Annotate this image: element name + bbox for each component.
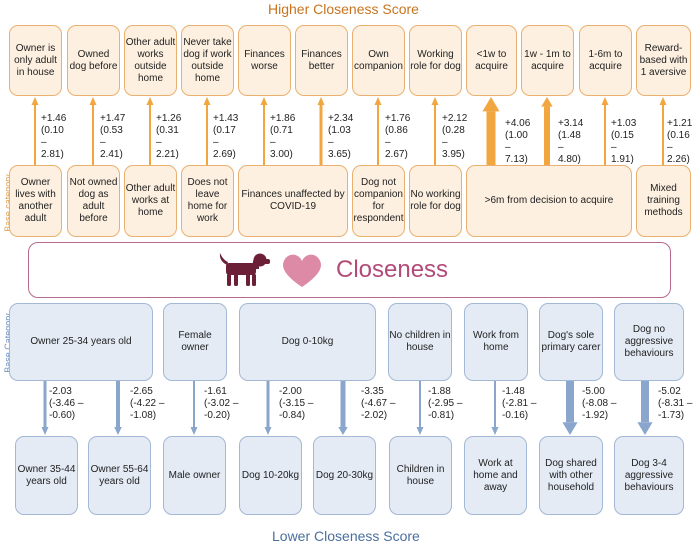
top-base-box: >6m from decision to acquire — [466, 165, 632, 237]
top-stat: +2.12 (0.28 – 3.95) — [442, 113, 468, 160]
bottom-comparison-box: Dog shared with other household — [539, 436, 603, 515]
down-arrow — [491, 381, 499, 435]
top-base-box: No working role for dog — [409, 165, 462, 237]
up-arrow — [203, 97, 211, 165]
top-stat: +1.46 (0.10 – 2.81) — [41, 113, 67, 160]
bottom-stat: -1.61 (-3.02 – -0.20) — [204, 386, 239, 421]
down-arrow — [338, 381, 348, 435]
top-base-box: Other adult works at home — [124, 165, 177, 237]
up-arrow — [541, 97, 553, 165]
top-comparison-box: Finances better — [295, 25, 348, 96]
bottom-stat: -1.48 (-2.81 – -0.16) — [502, 386, 537, 421]
closeness-panel — [28, 242, 671, 298]
dog-icon — [219, 253, 270, 286]
up-arrow — [146, 97, 154, 165]
top-comparison-box: 1w - 1m to acquire — [521, 25, 574, 96]
up-arrow — [89, 97, 97, 165]
top-stat: +1.43 (0.17 – 2.69) — [213, 113, 239, 160]
up-arrow — [601, 97, 609, 165]
bottom-comparison-box: Work at home and away — [464, 436, 527, 515]
top-comparison-box: Reward-based with 1 aversive — [636, 25, 691, 96]
top-base-box: Finances unaffected by COVID-19 — [238, 165, 348, 237]
bottom-comparison-box: Dog 3-4 aggressive behaviours — [614, 436, 684, 515]
up-arrow — [482, 97, 500, 165]
bottom-comparison-box: Owner 55-64 years old — [88, 436, 151, 515]
bottom-stat: -2.65 (-4.22 – -1.08) — [130, 386, 165, 421]
closeness-title: Closeness — [336, 256, 449, 283]
up-arrow — [374, 97, 382, 165]
heart-icon — [283, 254, 321, 287]
top-comparison-box: <1w to acquire — [466, 25, 517, 96]
bottom-stat: -5.00 (-8.08 – -1.92) — [582, 386, 617, 421]
down-arrow — [562, 381, 578, 435]
up-arrow — [659, 97, 667, 165]
top-comparison-box: Finances worse — [238, 25, 291, 96]
bottom-base-box: Dog's sole primary carer — [539, 303, 603, 381]
top-comparison-box: Other adult works outside home — [124, 25, 177, 96]
up-arrow — [317, 97, 325, 165]
up-arrow — [260, 97, 268, 165]
top-stat: +1.21 (0.16 – 2.26) — [667, 118, 693, 165]
top-comparison-box: Working role for dog — [409, 25, 462, 96]
down-arrow — [416, 381, 424, 435]
top-comparison-box: Never take dog if work outside home — [181, 25, 234, 96]
bottom-base-box: Owner 25-34 years old — [9, 303, 153, 381]
lower-closeness-heading: Lower Closeness Score — [272, 528, 420, 544]
bottom-stat: -1.88 (-2.95 – -0.81) — [428, 386, 463, 421]
bottom-base-box: Work from home — [464, 303, 528, 381]
top-stat: +1.03 (0.15 – 1.91) — [611, 118, 637, 165]
top-stat: +1.26 (0.31 – 2.21) — [156, 113, 182, 160]
top-comparison-box: 1-6m to acquire — [579, 25, 632, 96]
up-arrow — [31, 97, 39, 165]
bottom-stat: -2.03 (-3.46 – -0.60) — [49, 386, 84, 421]
down-arrow — [114, 381, 122, 435]
top-base-box: Does not leave home for work — [181, 165, 234, 237]
top-stat: +1.86 (0.71 – 3.00) — [270, 113, 296, 160]
down-arrow — [41, 381, 49, 435]
bottom-base-box: No children in house — [388, 303, 452, 381]
top-stat: +1.76 (0.86 – 2.67) — [385, 113, 411, 160]
bottom-comparison-box: Dog 20-30kg — [313, 436, 376, 515]
bottom-base-box: Female owner — [163, 303, 227, 381]
top-comparison-box: Own companion — [352, 25, 405, 96]
top-stat: +2.34 (1.03 – 3.65) — [328, 113, 354, 160]
bottom-base-box: Dog 0-10kg — [239, 303, 376, 381]
bottom-comparison-box: Children in house — [389, 436, 452, 515]
bottom-base-box: Dog no aggressive behaviours — [614, 303, 684, 381]
up-arrow — [431, 97, 439, 165]
top-comparison-box: Owned dog before — [67, 25, 120, 96]
down-arrow — [190, 381, 198, 435]
down-arrow — [264, 381, 272, 435]
bottom-comparison-box: Male owner — [163, 436, 226, 515]
top-stat: +1.47 (0.53 – 2.41) — [100, 113, 126, 160]
bottom-stat: -3.35 (-4.67 – -2.02) — [361, 386, 396, 421]
top-base-box: Dog not companion for respondent — [352, 165, 405, 237]
top-base-box: Mixed training methods — [636, 165, 691, 237]
top-base-box: Owner lives with another adult — [9, 165, 62, 237]
bottom-stat: -5.02 (-8.31 – -1.73) — [658, 386, 693, 421]
top-comparison-box: Owner is only adult in house — [9, 25, 62, 96]
bottom-comparison-box: Owner 35-44 years old — [15, 436, 78, 515]
bottom-comparison-box: Dog 10-20kg — [239, 436, 302, 515]
top-base-box: Not owned dog as adult before — [67, 165, 120, 237]
bottom-stat: -2.00 (-3.15 – -0.84) — [279, 386, 314, 421]
top-stat: +4.06 (1.00 – 7.13) — [505, 118, 531, 165]
top-stat: +3.14 (1.48 – 4.80) — [558, 118, 584, 165]
down-arrow — [637, 381, 653, 435]
higher-closeness-heading: Higher Closeness Score — [268, 1, 419, 17]
